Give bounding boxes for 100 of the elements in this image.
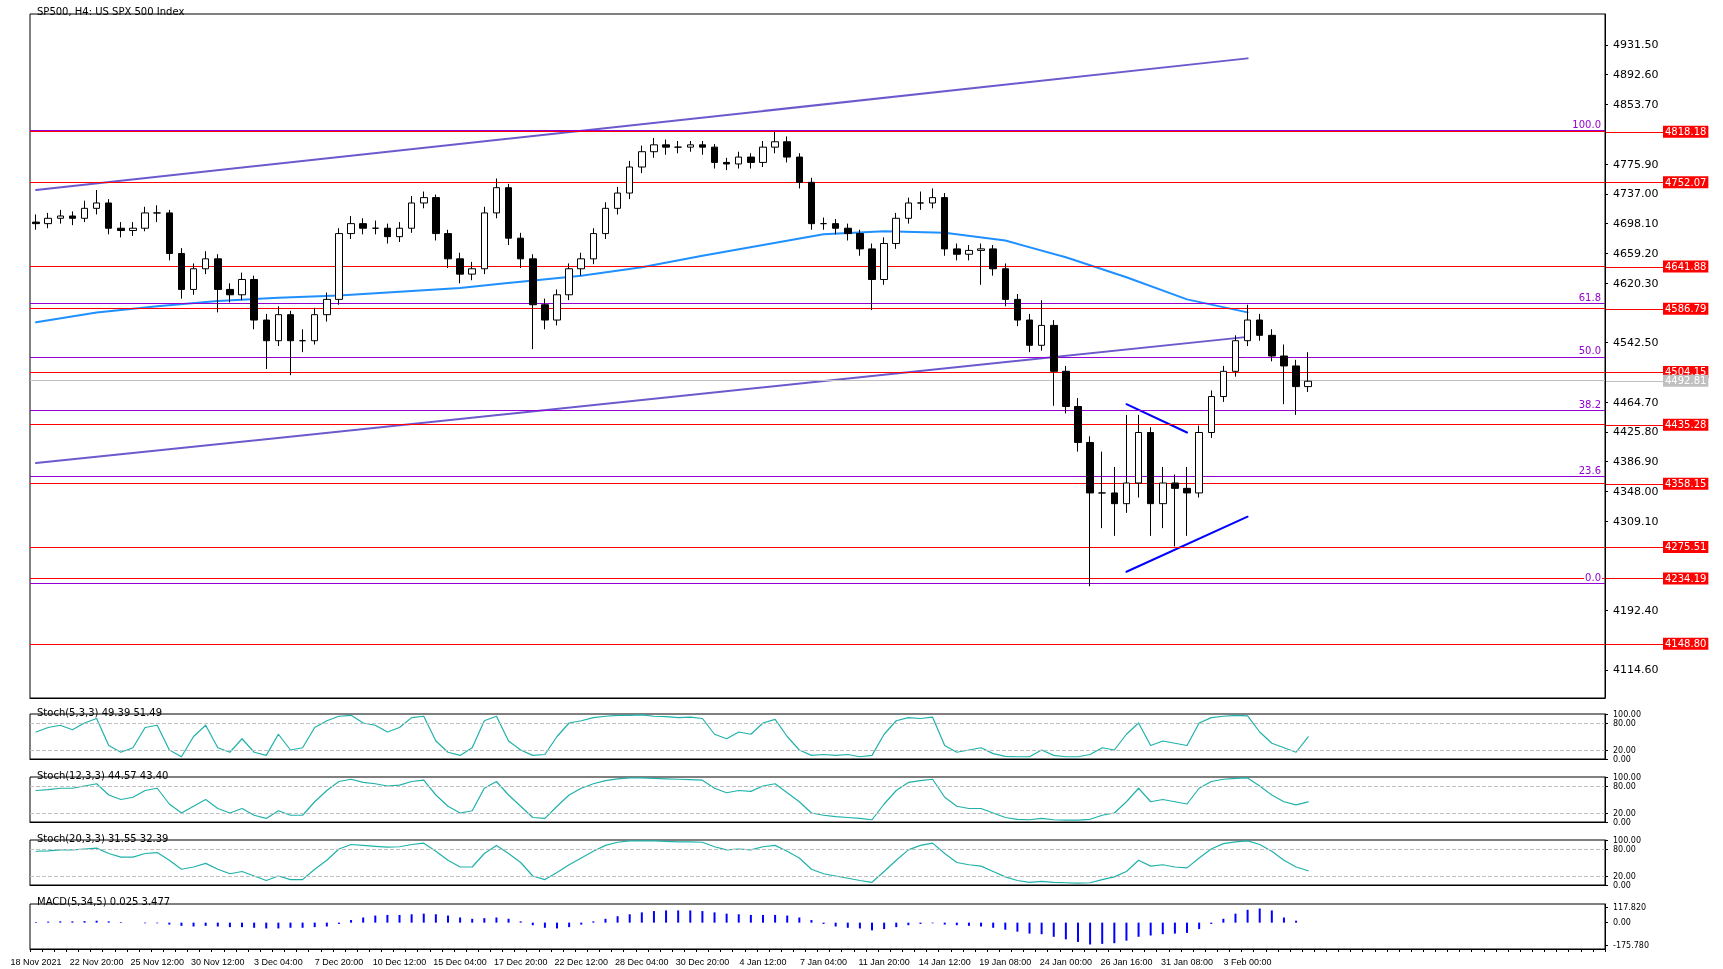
candlestick: [105, 198, 112, 235]
bar: [1004, 922, 1007, 930]
candlestick: [408, 195, 415, 234]
candlestick: [166, 209, 173, 261]
y-tick-label: 4542.50: [1613, 336, 1659, 350]
ref-line-label: 4504.15: [1665, 366, 1707, 378]
bar: [301, 922, 304, 928]
bar: [689, 910, 692, 923]
candlestick: [275, 305, 282, 347]
candlestick: [493, 178, 500, 219]
candlestick: [1171, 474, 1179, 548]
bar: [1028, 922, 1031, 934]
candlestick: [1292, 359, 1300, 416]
bar: [1173, 922, 1176, 934]
y-tick-label: 4114.60: [1613, 663, 1659, 677]
candlestick: [481, 206, 488, 275]
ref-line-label: 4752.07: [1665, 176, 1707, 188]
candlestick: [226, 282, 234, 303]
y-tick-label: -175.780: [1613, 940, 1649, 950]
bar: [1246, 909, 1249, 923]
bar: [1258, 908, 1261, 923]
x-tick-label: 26 Jan 16:00: [1100, 956, 1153, 967]
ref-line-label: 4818.18: [1665, 126, 1707, 138]
chart-title: MACD(5,34,5) 0.025 3.477: [37, 895, 171, 907]
bar: [677, 910, 680, 923]
bar: [761, 914, 764, 923]
bar: [834, 922, 837, 927]
candlestick: [1208, 389, 1215, 439]
candlestick: [1002, 262, 1009, 307]
y-tick-label: 4464.70: [1613, 395, 1659, 409]
y-tick-label: 0.00: [1613, 918, 1631, 928]
bar: [786, 915, 789, 923]
line-series: [35, 230, 1249, 324]
bar: [459, 917, 462, 923]
bar: [749, 914, 752, 923]
candlestick: [929, 187, 936, 209]
bar: [640, 912, 643, 923]
bar: [434, 914, 437, 923]
ref-line-label: 4492.81: [1665, 375, 1707, 387]
candlestick: [1147, 426, 1154, 537]
ref-line-label: 4435.28: [1665, 419, 1707, 431]
candlestick: [372, 220, 379, 235]
candlestick: [456, 252, 464, 284]
candlestick: [335, 227, 343, 306]
candlestick: [1014, 293, 1021, 327]
candlestick: [868, 243, 876, 311]
y-tick-label: 4659.20: [1613, 246, 1659, 260]
bar: [652, 911, 655, 923]
bar: [798, 917, 801, 923]
bar: [483, 918, 486, 923]
candlestick: [832, 218, 839, 235]
candlestick: [1280, 344, 1288, 405]
candlestick: [917, 191, 924, 211]
bar: [1016, 922, 1019, 932]
candlestick: [238, 272, 246, 301]
candlestick: [347, 215, 355, 240]
candlestick: [699, 140, 706, 156]
candlestick: [783, 135, 791, 163]
y-tick-label: 4892.60: [1613, 68, 1659, 82]
x-tick-label: 4 Jan 12:00: [739, 956, 787, 967]
y-tick-label: 4853.70: [1613, 98, 1659, 112]
bar: [495, 917, 498, 923]
candlestick: [32, 213, 40, 231]
candlestick: [577, 252, 585, 277]
bar: [1198, 922, 1201, 930]
x-tick-label: 25 Nov 12:00: [130, 956, 184, 967]
bar: [446, 915, 449, 923]
y-tick-label: 20.00: [1613, 745, 1636, 755]
y-tick-label: 4192.40: [1613, 603, 1659, 617]
candlestick: [892, 212, 900, 250]
bar: [883, 922, 886, 930]
bar: [701, 911, 704, 923]
candlestick: [820, 217, 827, 231]
bar: [737, 914, 740, 923]
candlestick: [1074, 397, 1082, 453]
candlestick: [1050, 319, 1058, 407]
x-tick-label: 30 Dec 20:00: [675, 956, 730, 967]
candlestick: [953, 243, 961, 261]
candlestick: [263, 313, 270, 370]
candlestick: [1256, 313, 1263, 342]
ref-line-label: 4641.88: [1665, 261, 1707, 273]
bar: [1113, 922, 1116, 944]
bar: [1222, 918, 1225, 923]
x-tick-label: 24 Jan 00:00: [1039, 956, 1092, 967]
y-tick-label: 100.00: [1613, 709, 1641, 719]
y-tick-label: 4698.10: [1613, 217, 1659, 231]
x-tick-label: 28 Dec 04:00: [615, 956, 669, 967]
candlestick: [541, 298, 549, 330]
bar: [992, 922, 995, 928]
bar: [1076, 922, 1079, 942]
candlestick: [723, 157, 730, 171]
x-tick-label: 11 Jan 20:00: [858, 956, 910, 967]
bar: [810, 920, 813, 923]
y-tick-label: 20.00: [1613, 871, 1636, 881]
candlestick: [856, 229, 864, 257]
y-tick-label: 80.00: [1613, 718, 1636, 728]
x-tick-label: 19 Jan 08:00: [979, 956, 1032, 967]
bar: [616, 916, 619, 923]
bar: [350, 920, 353, 923]
candlestick: [735, 151, 742, 170]
